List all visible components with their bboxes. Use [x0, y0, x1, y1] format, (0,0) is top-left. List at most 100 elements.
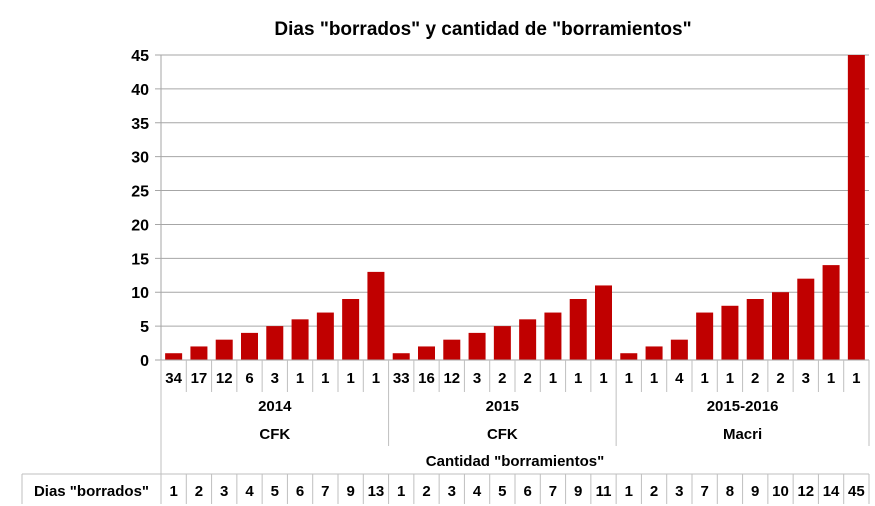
y-tick-label: 30 [131, 150, 149, 167]
y-tick-label: 15 [131, 251, 149, 268]
cantidad-cell: 45 [848, 483, 865, 500]
dias-borrados-cell: 2 [751, 370, 759, 387]
cantidad-cell: 3 [220, 483, 228, 500]
bar [367, 271, 385, 360]
cantidad-cell: 1 [169, 483, 177, 500]
dias-borrados-cell: 12 [216, 370, 233, 387]
cantidad-cell: 14 [823, 483, 840, 500]
dias-borrados-cell: 6 [245, 370, 253, 387]
dias-borrados-cell: 34 [165, 370, 182, 387]
bar [746, 299, 764, 360]
bar [569, 299, 587, 360]
cantidad-cell: 2 [195, 483, 203, 500]
group-year-label: 2015-2016 [707, 398, 779, 415]
dias-borrados-cell: 1 [346, 370, 354, 387]
bar [291, 319, 309, 360]
y-tick-label: 40 [131, 82, 149, 99]
bar [797, 278, 815, 360]
y-tick-label: 5 [140, 319, 149, 336]
bar [847, 55, 865, 360]
bar [696, 312, 714, 360]
dias-borrados-cell: 33 [393, 370, 410, 387]
dias-borrados-cell: 1 [726, 370, 734, 387]
bar [392, 353, 410, 360]
cantidad-cell: 12 [797, 483, 814, 500]
dias-borrados-cell: 1 [549, 370, 557, 387]
group-year-label: 2015 [486, 398, 519, 415]
bar [190, 346, 208, 360]
dias-borrados-cell: 1 [827, 370, 835, 387]
dias-borrados-cell: 1 [574, 370, 582, 387]
dias-borrados-cell: 1 [852, 370, 860, 387]
cantidad-cell: 10 [772, 483, 789, 500]
dias-borrados-cell: 3 [802, 370, 810, 387]
y-tick-label: 35 [131, 116, 149, 133]
bar [165, 353, 183, 360]
cantidad-cell: 1 [397, 483, 405, 500]
group-gov-label: CFK [259, 426, 290, 443]
bar [822, 265, 840, 360]
bar [670, 339, 688, 360]
bar [316, 312, 334, 360]
bar [721, 305, 739, 360]
cantidad-cell: 9 [751, 483, 759, 500]
dias-borrados-cell: 1 [599, 370, 607, 387]
cantidad-cell: 1 [625, 483, 633, 500]
dias-borrados-cell: 1 [650, 370, 658, 387]
bar [266, 326, 284, 360]
dias-borrados-cell: 3 [473, 370, 481, 387]
bar [468, 332, 486, 360]
dias-borrados-cell: 3 [271, 370, 279, 387]
cantidad-cell: 2 [422, 483, 430, 500]
bar [620, 353, 638, 360]
cantidad-cell: 5 [271, 483, 279, 500]
bar [645, 346, 663, 360]
dias-borrados-cell: 12 [443, 370, 460, 387]
cantidad-cell: 7 [321, 483, 329, 500]
y-axis: 0 5 10 15 20 25 30 35 40 45 [131, 48, 162, 370]
cantidad-cell: 9 [346, 483, 354, 500]
cantidad-cell: 4 [473, 483, 482, 500]
dias-borrados-cell: 1 [700, 370, 708, 387]
cantidad-cell: 11 [596, 483, 612, 500]
category-table: 34 17 12 6 3 1 1 1 1 33 16 12 3 2 2 1 1 1 1 1 4 1 1 2 2 3 1 12014CF… [21, 359, 870, 504]
cantidad-cell: 5 [498, 483, 506, 500]
chart-title: Dias "borrados" y cantidad de "borramien… [274, 19, 691, 40]
group-gov-label: CFK [487, 426, 518, 443]
dias-borrados-cell: 1 [625, 370, 633, 387]
dias-borrados-cell: 4 [675, 370, 684, 387]
y-tick-label: 45 [131, 48, 149, 65]
y-tick-label: 25 [131, 184, 149, 201]
bar [595, 285, 612, 360]
group-gov-label: Macri [723, 426, 762, 443]
bar [493, 326, 511, 360]
bar [772, 292, 789, 360]
x-axis-title: Cantidad "borramientos" [426, 453, 604, 470]
cantidad-cell: 13 [368, 483, 385, 500]
bar [519, 319, 537, 360]
y-tick-label: 20 [131, 217, 149, 234]
cantidad-cell: 9 [574, 483, 582, 500]
dias-borrados-cell: 1 [321, 370, 329, 387]
cantidad-cell: 7 [549, 483, 557, 500]
bar [342, 299, 360, 360]
cantidad-cell: 8 [726, 483, 734, 500]
cantidad-cell: 3 [448, 483, 456, 500]
y-tick-label: 0 [140, 353, 149, 370]
dias-borrados-cell: 2 [523, 370, 531, 387]
bar [544, 312, 562, 360]
bars [165, 55, 865, 360]
cantidad-cell: 6 [523, 483, 531, 500]
cantidad-cell: 3 [675, 483, 683, 500]
dias-borrados-cell: 16 [418, 370, 435, 387]
group-year-label: 2014 [258, 398, 292, 415]
y-tick-label: 10 [131, 285, 149, 302]
dias-borrados-cell: 1 [296, 370, 304, 387]
row-label-dias-borrados: Dias "borrados" [34, 483, 149, 500]
cantidad-cell: 7 [700, 483, 708, 500]
bar [418, 346, 435, 360]
bar [443, 339, 461, 360]
dias-borrados-cell: 2 [498, 370, 506, 387]
cantidad-cell: 6 [296, 483, 304, 500]
